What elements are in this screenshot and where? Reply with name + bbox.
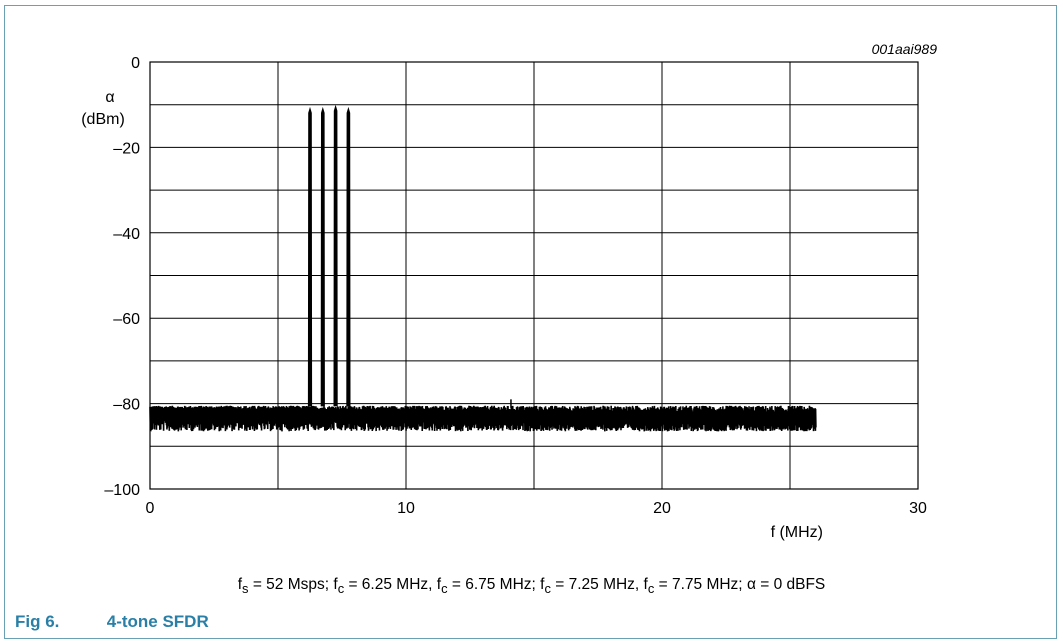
caption-alpha: α = 0 dBFS (746, 576, 826, 593)
tone-peak (346, 106, 351, 407)
figure-code: 001aai989 (872, 41, 938, 57)
caption-fc-symbol: fc (333, 576, 345, 597)
tone-peak (333, 104, 338, 407)
x-tick-label: 10 (397, 500, 415, 517)
caption-fc-symbol: fc (643, 576, 655, 597)
y-tick-label: –60 (113, 311, 140, 328)
caption-fc-symbol: fc (540, 576, 551, 597)
y-tick-label: –20 (113, 140, 140, 157)
figure-number: Fig 6. (15, 612, 60, 631)
figure-name: 4-tone SFDR (106, 612, 209, 631)
y-axis-label-unit: (dBm) (81, 111, 125, 128)
x-axis-label: f (MHz) (771, 524, 823, 541)
x-tick-label: 30 (909, 500, 927, 517)
caption-fs: = 52 Msps; (252, 576, 330, 593)
figure-frame (4, 5, 1057, 639)
caption-fc3: = 7.25 MHz, (555, 576, 640, 593)
plot-border (149, 61, 919, 490)
tone-peak (320, 106, 325, 407)
spectrum-trace (149, 104, 817, 432)
caption-fc1: = 6.25 MHz, (348, 576, 433, 593)
y-tick-label: –100 (104, 482, 140, 499)
figure-title: Fig 6. 4-tone SFDR (15, 612, 209, 632)
y-tick-label: 0 (131, 55, 140, 72)
caption-fc2: = 6.75 MHz; (451, 576, 536, 593)
figure-caption: fs = 52 Msps; fc = 6.25 MHz, fc = 6.75 M… (0, 576, 1063, 596)
tone-peak (307, 106, 313, 407)
caption-fc4: = 7.75 MHz; (658, 576, 743, 593)
x-tick-label: 0 (146, 500, 155, 517)
x-tick-label: 20 (653, 500, 671, 517)
y-tick-label: –80 (113, 397, 140, 414)
caption-fs-symbol: fs (237, 576, 249, 597)
noise-floor-band (150, 407, 816, 425)
y-axis-label-symbol: α (105, 89, 114, 106)
axes: 0 10 20 30 0 –20 –40 –60 –80 –100 (104, 55, 927, 517)
caption-fc-symbol: fc (436, 576, 448, 597)
y-tick-label: –40 (113, 226, 140, 243)
